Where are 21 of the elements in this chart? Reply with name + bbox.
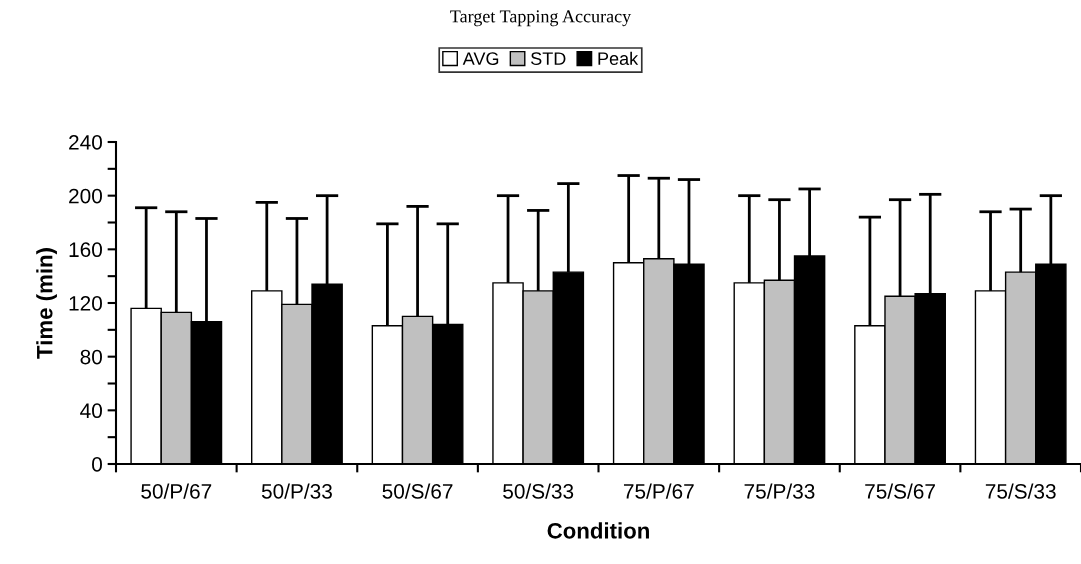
x-tick-label: 50/P/33 (261, 483, 332, 499)
legend-label: Peak (598, 51, 639, 65)
y-tick-label: 240 (69, 135, 102, 150)
x-tick-label: 50/S/33 (503, 483, 574, 499)
y-tick-label: 200 (69, 188, 102, 204)
y-tick-label: 0 (92, 457, 102, 472)
x-tick-label: 75/S/67 (865, 483, 935, 499)
x-tick-label: 50/S/67 (382, 483, 453, 499)
chart-title: Target Tapping Accuracy (450, 10, 632, 27)
y-tick-label: 160 (69, 242, 102, 258)
y-axis-title: Time (min) (36, 248, 57, 359)
legend-label: AVG (462, 52, 499, 65)
y-tick-label: 40 (80, 403, 102, 419)
x-tick-label: 75/S/33 (985, 483, 1056, 499)
legend-label: STD (531, 52, 566, 65)
x-tick-label: 50/P/67 (141, 483, 212, 499)
y-tick-label: 120 (69, 296, 102, 311)
x-tick-label: 75/P/67 (623, 483, 694, 499)
x-axis-title: Condition (547, 522, 649, 539)
y-tick-label: 80 (80, 349, 102, 365)
x-tick-label: 75/P/33 (744, 483, 815, 499)
